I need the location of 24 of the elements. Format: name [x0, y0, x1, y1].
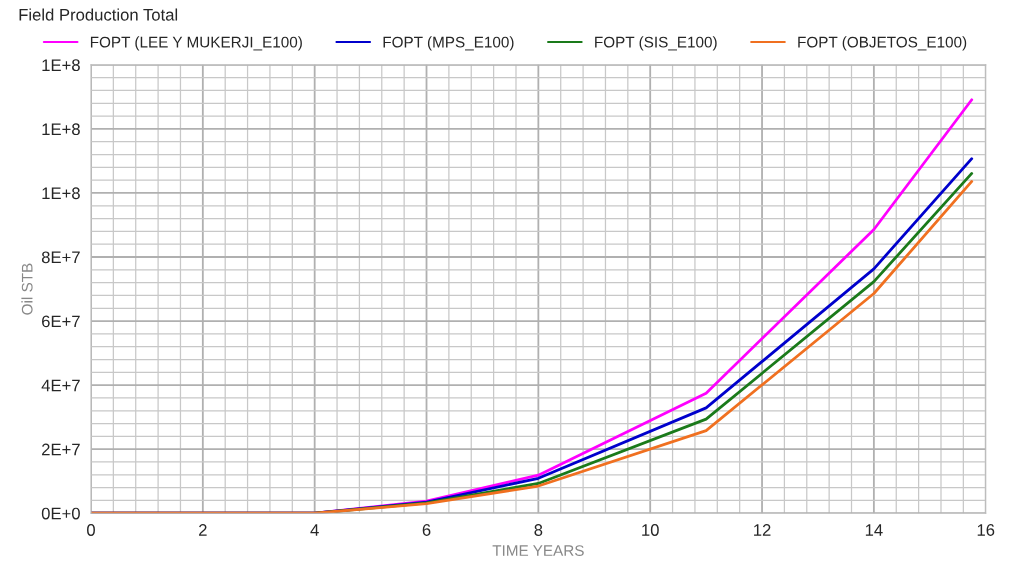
- x-tick-label: 10: [642, 524, 659, 536]
- legend-label: FOPT (SIS_E100): [595, 36, 717, 51]
- x-tick-label: 4: [310, 524, 319, 536]
- legend-label: FOPT (OBJETOS_E100): [798, 36, 967, 51]
- legend-label: FOPT (MPS_E100): [383, 36, 514, 51]
- y-tick-label: 6E+7: [42, 315, 80, 328]
- x-tick-label: 8: [534, 524, 543, 536]
- y-tick-label: 2E+7: [42, 443, 80, 456]
- x-tick-label: 6: [422, 524, 431, 536]
- x-axis-title: TIME YEARS: [492, 545, 584, 556]
- y-tick-label: 1E+8: [42, 123, 80, 136]
- y-axis-title: Oil STB: [21, 263, 33, 315]
- chart-title: Field Production Total: [19, 8, 178, 21]
- y-tick-label: 1E+8: [42, 59, 80, 72]
- y-tick-label: 4E+7: [41, 379, 80, 392]
- x-tick-label: 14: [865, 524, 883, 536]
- legend-label: FOPT (LEE Y MUKERJI_E100): [90, 36, 302, 51]
- x-tick-label: 2: [199, 524, 207, 536]
- x-tick-label: 0: [87, 524, 95, 536]
- y-tick-label: 8E+7: [41, 251, 80, 264]
- x-tick-label: 16: [977, 524, 995, 536]
- y-tick-label: 1E+8: [42, 187, 80, 200]
- x-tick-label: 12: [754, 524, 771, 536]
- y-tick-label: 0E+0: [41, 507, 80, 520]
